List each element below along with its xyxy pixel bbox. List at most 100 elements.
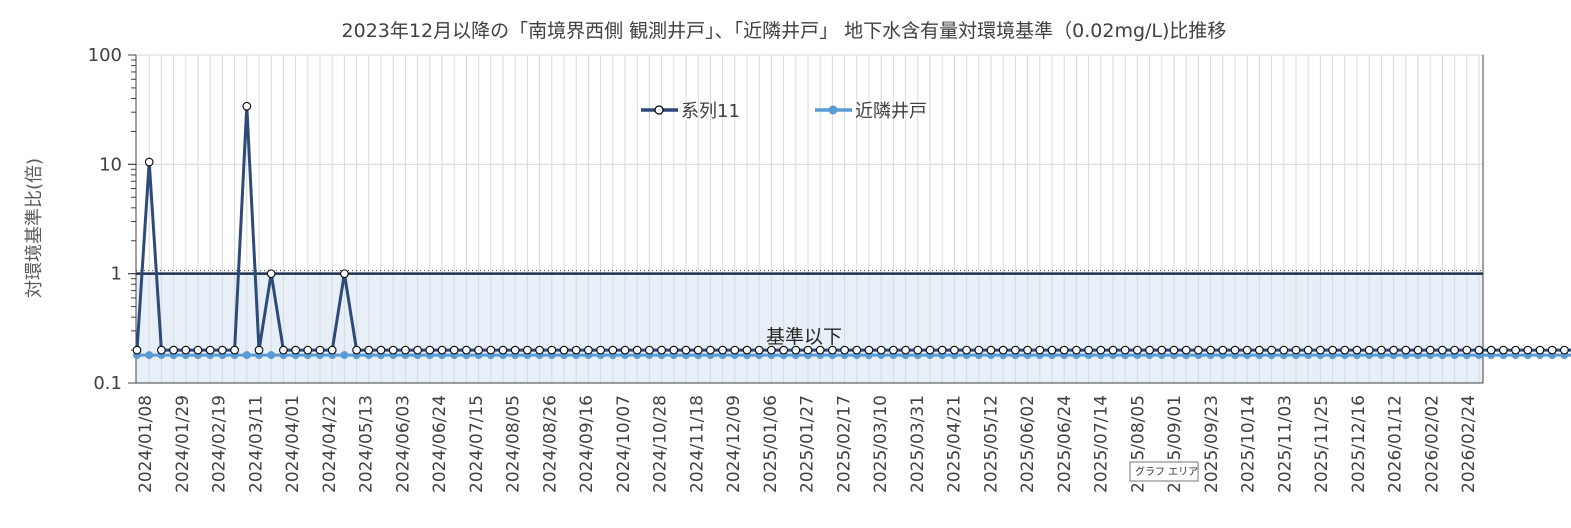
point-series11 — [1535, 345, 1545, 355]
point-series11 — [205, 345, 215, 355]
point-series11 — [1547, 345, 1557, 355]
point-neighbor-well — [145, 351, 154, 360]
x-tick-label: 2025/03/10 — [871, 395, 891, 493]
point-series11 — [1023, 345, 1032, 355]
x-tick-label: 2024/04/22 — [320, 395, 340, 493]
x-tick-label: 2025/01/06 — [761, 395, 781, 493]
point-series11 — [1486, 345, 1496, 355]
threshold-annotation: 基準以下 — [766, 326, 842, 348]
point-series11 — [1096, 345, 1106, 355]
point-series11 — [1145, 345, 1154, 355]
below-standard-zone — [136, 273, 1483, 383]
y-axis-title: 対環境基準比(倍) — [24, 158, 45, 298]
point-series11 — [998, 345, 1008, 355]
x-tick-label: 2025/06/02 — [1018, 395, 1038, 493]
point-series11 — [584, 345, 593, 355]
point-series11 — [230, 345, 239, 355]
point-series11 — [449, 345, 459, 355]
x-tick-label: 2024/06/24 — [430, 395, 450, 493]
legend-item-series11[interactable]: 系列11 — [641, 101, 740, 122]
point-series11 — [1194, 345, 1203, 355]
point-series11 — [1377, 345, 1386, 355]
point-series11 — [1206, 345, 1215, 355]
point-series11 — [791, 345, 801, 355]
point-series11 — [1108, 345, 1118, 355]
point-series11 — [1401, 345, 1411, 355]
point-series11 — [169, 345, 178, 355]
point-series11 — [1242, 345, 1252, 355]
point-series11 — [828, 345, 837, 355]
x-tick-label: 2025/07/14 — [1092, 395, 1112, 493]
point-neighbor-well — [242, 351, 251, 360]
point-series11 — [254, 345, 264, 355]
x-tick-label: 2024/07/15 — [467, 395, 487, 493]
x-tick-label: 2024/08/05 — [504, 395, 524, 493]
x-tick-label: 2024/02/19 — [210, 395, 230, 493]
point-series11 — [535, 345, 544, 355]
series-lines — [132, 101, 1571, 360]
point-series11 — [1072, 345, 1081, 355]
x-tick-label: 2024/06/03 — [393, 395, 413, 493]
point-series11 — [1462, 345, 1472, 355]
point-series11 — [962, 345, 971, 355]
point-series11 — [462, 345, 471, 355]
x-tick-label: 2024/01/08 — [136, 395, 156, 493]
point-series11 — [596, 345, 605, 355]
point-series11 — [1084, 345, 1093, 355]
y-tick-labels: 0.1 1 10 100 — [88, 45, 122, 394]
x-tick-label: 2024/10/07 — [614, 395, 634, 493]
x-tick-label: 2024/01/29 — [173, 395, 193, 493]
point-series11 — [901, 345, 910, 355]
point-series11 — [815, 345, 825, 355]
legend-marker-series11 — [654, 105, 664, 115]
point-series11 — [632, 345, 642, 355]
point-series11 — [1059, 345, 1069, 355]
point-series11 — [1035, 345, 1045, 355]
point-series11 — [437, 345, 447, 355]
point-series11 — [1218, 345, 1228, 355]
point-series11 — [937, 345, 947, 355]
point-series11 — [986, 345, 996, 355]
point-series11 — [193, 345, 203, 355]
legend-item-neighbor-well[interactable]: 近隣井戸 — [815, 101, 927, 122]
x-tick-labels: 2024/01/08 2024/01/29 2024/02/19 2024/03/11… — [136, 395, 1479, 493]
x-tick-label: 2025/01/27 — [798, 395, 818, 493]
point-series11 — [657, 345, 666, 355]
point-series11 — [218, 345, 227, 355]
point-series11 — [376, 345, 386, 355]
point-series11 — [1279, 345, 1289, 355]
y-tick-label: 100 — [88, 45, 122, 66]
point-series11 — [754, 345, 764, 355]
x-tick-label: 2025/10/14 — [1239, 395, 1259, 493]
x-tick-label: 2024/10/28 — [651, 395, 671, 493]
point-series11 — [132, 345, 142, 355]
x-tick-label: 2025/04/21 — [945, 395, 965, 493]
point-series11 — [840, 345, 849, 355]
point-series11 — [1011, 345, 1020, 355]
point-series11 — [242, 101, 252, 111]
point-series11 — [876, 345, 886, 355]
point-series11 — [1499, 345, 1508, 355]
point-series11 — [742, 345, 752, 355]
point-series11 — [1523, 345, 1533, 355]
x-tick-label: 2024/12/09 — [724, 395, 744, 493]
threshold-line — [136, 270, 1483, 275]
x-tick-label: 2025/06/24 — [1055, 395, 1075, 493]
x-tick-label: 2024/09/16 — [577, 395, 597, 493]
point-series11 — [1255, 345, 1264, 355]
x-tick-label: 2025/12/16 — [1349, 395, 1369, 493]
x-tick-label: 2026/01/12 — [1386, 395, 1406, 493]
x-tick-label: 2025/11/03 — [1275, 395, 1295, 493]
x-tick-label: 2024/04/01 — [283, 395, 303, 493]
point-series11 — [925, 345, 935, 355]
point-series11 — [693, 345, 703, 355]
point-series11 — [1267, 345, 1276, 355]
point-series11 — [523, 345, 532, 355]
point-series11 — [1438, 345, 1447, 355]
point-neighbor-well — [267, 351, 276, 360]
point-series11 — [510, 345, 520, 355]
point-series11 — [1511, 345, 1520, 355]
point-series11 — [547, 345, 557, 355]
point-series11 — [266, 269, 276, 279]
point-series11 — [974, 345, 984, 355]
